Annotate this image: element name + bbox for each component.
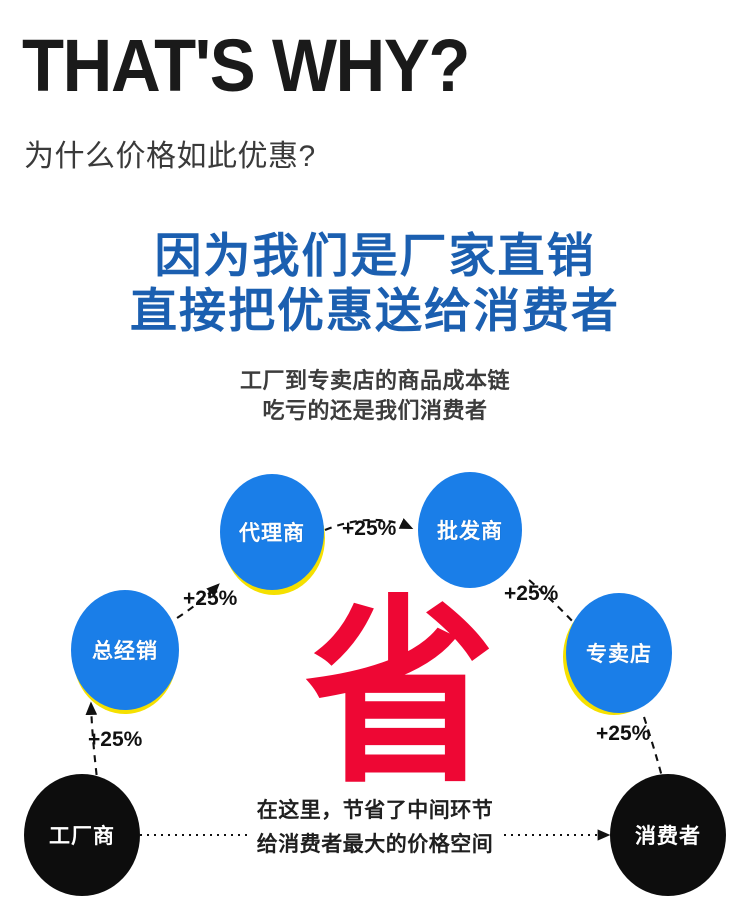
edge-label-distributor-agent: +25%: [183, 587, 238, 610]
node-store[interactable]: 专卖店: [566, 593, 672, 713]
bottom-caption-row-1: 在这里，节省了中间环节: [195, 794, 555, 828]
node-consumer[interactable]: 消费者: [610, 774, 726, 896]
node-distributor[interactable]: 总经销: [71, 590, 179, 710]
node-agent-label: 代理商: [239, 522, 305, 545]
subcaption-line-2: 吃亏的还是我们消费者: [262, 398, 488, 423]
node-factory[interactable]: 工厂商: [24, 774, 140, 896]
slogan-line-2: 直接把优惠送给消费者: [130, 284, 620, 337]
headline-english: THAT'S WHY?: [22, 24, 470, 107]
node-factory-label: 工厂商: [49, 825, 115, 848]
node-agent[interactable]: 代理商: [220, 474, 324, 590]
edge-label-wholesaler-store: +25%: [504, 582, 559, 605]
bottom-caption-line-2: 给消费者最大的价格空间: [250, 828, 500, 862]
edge-label-factory-distributor: +25%: [88, 728, 143, 751]
save-character-watermark: 省: [305, 583, 496, 806]
bottom-caption-line-1: 在这里，节省了中间环节: [250, 794, 500, 828]
cost-chain-diagram: 省 代理商 批发商 总经销 专卖店 工厂商 消费者 +25% +25% +25%: [0, 450, 750, 907]
bottom-caption-row-2: 给消费者最大的价格空间: [195, 828, 555, 862]
slogan-block: 因为我们是厂家直销 直接把优惠送给消费者: [0, 228, 750, 338]
edge-agent-wholesaler: [324, 518, 414, 531]
headline-chinese: 为什么价格如此优惠?: [24, 140, 316, 173]
subcaption-line-1: 工厂到专卖店的商品成本链: [239, 368, 510, 393]
node-store-label: 专卖店: [586, 643, 652, 666]
edge-factory-distributor: [85, 701, 100, 789]
node-distributor-label: 总经销: [92, 640, 158, 663]
edge-wholesaler-store: [528, 579, 588, 638]
edge-label-store-consumer: +25%: [596, 722, 651, 745]
edge-label-agent-wholesaler: +25%: [342, 517, 397, 540]
bottom-caption-block: 在这里，节省了中间环节 给消费者最大的价格空间: [195, 794, 555, 862]
subcaption-block: 工厂到专卖店的商品成本链 吃亏的还是我们消费者: [0, 366, 750, 426]
node-consumer-label: 消费者: [635, 825, 701, 848]
node-wholesaler-label: 批发商: [437, 520, 503, 543]
slogan-line-1: 因为我们是厂家直销: [154, 229, 596, 282]
node-wholesaler[interactable]: 批发商: [418, 472, 522, 588]
